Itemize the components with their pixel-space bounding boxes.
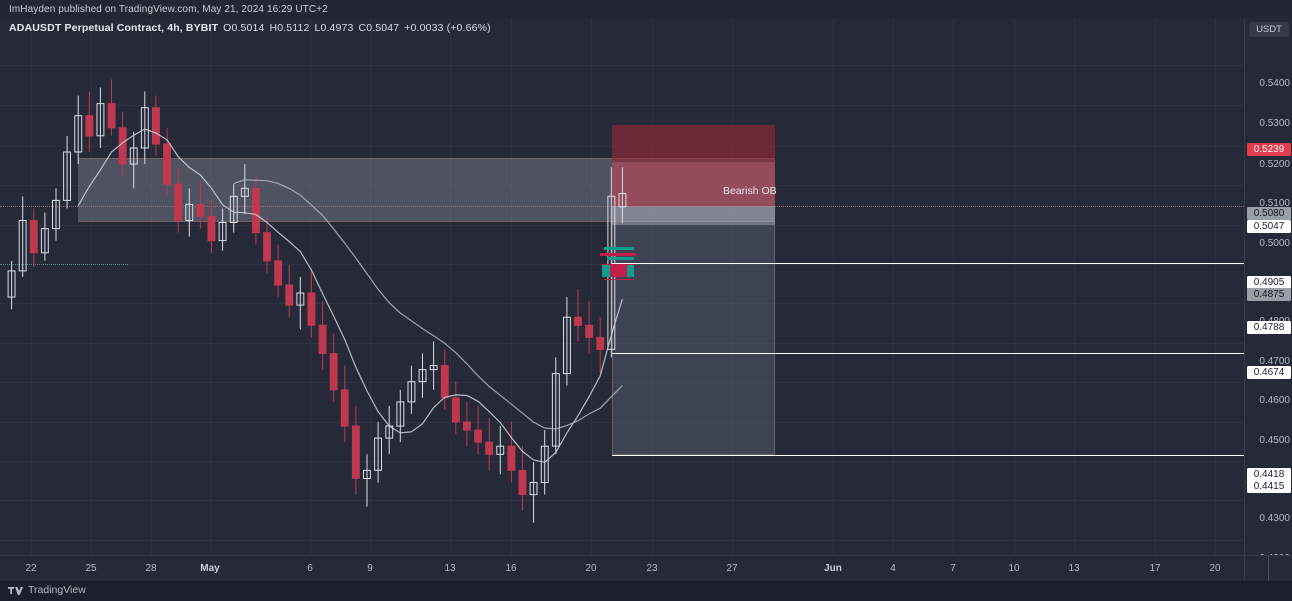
time-axis-tick: 9 <box>367 563 373 574</box>
time-axis-tick: 4 <box>890 563 896 574</box>
price-axis-badge[interactable]: 0.5080 <box>1247 207 1291 220</box>
gridline-horizontal <box>0 540 1244 541</box>
price-axis-badge[interactable]: 0.4905 <box>1247 276 1291 289</box>
gridline-vertical <box>210 19 211 555</box>
tradingview-mark-icon <box>8 585 24 596</box>
bearish-ob-upper-zone[interactable] <box>612 125 775 162</box>
legend-high: H0.5112 <box>269 22 310 34</box>
gridline-horizontal <box>0 105 1244 106</box>
time-axis-tick: 25 <box>85 563 97 574</box>
gridline-vertical <box>953 19 954 555</box>
time-axis-tick: 16 <box>505 563 517 574</box>
chart-pane[interactable]: Bearish OB ADAUSDT Perpetual Contract, 4… <box>0 19 1244 555</box>
price-axis-tick: 0.5200 <box>1259 159 1290 170</box>
gridline-vertical <box>732 19 733 555</box>
gridline-horizontal <box>0 382 1244 383</box>
time-axis-cursor <box>1268 556 1269 582</box>
gridline-vertical <box>511 19 512 555</box>
gridline-vertical <box>31 19 32 555</box>
time-axis-tick: 20 <box>585 563 597 574</box>
gridline-horizontal <box>0 303 1244 304</box>
time-axis-tick: 13 <box>1068 563 1080 574</box>
price-axis-tick: 0.4300 <box>1259 513 1290 524</box>
support-line-0-4674[interactable] <box>612 353 1244 355</box>
gridline-vertical <box>1074 19 1075 555</box>
legend-close: C0.5047 <box>358 22 400 34</box>
gridline-vertical <box>652 19 653 555</box>
gridline-horizontal <box>0 500 1244 501</box>
gridline-vertical <box>833 19 834 555</box>
time-axis-tick: 7 <box>950 563 956 574</box>
price-axis-badge[interactable]: 0.4418 <box>1247 468 1291 481</box>
bottom-strip <box>0 581 1292 601</box>
order-block-body[interactable] <box>612 206 775 455</box>
legend-change: +0.0033 (+0.66%) <box>404 22 491 34</box>
time-axis-tick: 22 <box>25 563 37 574</box>
candlestick-series <box>7 79 627 523</box>
bearish-ob-label: Bearish OB <box>723 185 777 197</box>
price-axis-tick: 0.5100 <box>1259 198 1290 209</box>
resistance-line-0-4905[interactable] <box>612 263 1244 265</box>
price-axis-tick: 0.5400 <box>1259 78 1290 89</box>
gridline-vertical <box>151 19 152 555</box>
legend-low: L0.4973 <box>314 22 354 34</box>
price-axis-badge[interactable]: 0.4788 <box>1247 321 1291 334</box>
tradingview-logo-text: TradingView <box>28 584 86 596</box>
time-axis-tick: 10 <box>1008 563 1020 574</box>
time-axis-tick: 27 <box>726 563 738 574</box>
price-axis-badge[interactable]: 0.4415 <box>1247 480 1291 493</box>
publisher-bar: ImHayden published on TradingView.com, M… <box>0 0 1292 19</box>
price-axis-tick: 0.4500 <box>1259 435 1290 446</box>
legend-open: O0.5014 <box>223 22 265 34</box>
trade-marker-label-box[interactable] <box>602 264 634 277</box>
trade-marker-line-lower[interactable] <box>604 279 634 280</box>
gridline-vertical <box>1215 19 1216 555</box>
time-axis[interactable]: 22 25 28 May 6 9 13 16 20 23 27 Jun 4 7 10 13 17 20 <box>0 555 1244 582</box>
time-axis-tick: 6 <box>307 563 313 574</box>
time-axis-tick: 20 <box>1209 563 1221 574</box>
trade-marker-label-box-2[interactable] <box>602 265 610 277</box>
price-axis[interactable]: USDT 0.5400 0.5300 0.5200 0.5100 0.5000 0.490… <box>1244 19 1292 581</box>
price-axis-badge[interactable]: 0.5239 <box>1247 143 1291 156</box>
trade-marker-entry[interactable] <box>604 247 634 250</box>
gridline-vertical <box>91 19 92 555</box>
gridline-vertical <box>591 19 592 555</box>
axis-corner[interactable] <box>1244 555 1292 582</box>
marker-dotted-line-left <box>0 264 128 265</box>
gridline-horizontal <box>0 461 1244 462</box>
gridline-horizontal <box>0 65 1244 66</box>
time-axis-tick: 13 <box>444 563 456 574</box>
time-axis-tick: 28 <box>145 563 157 574</box>
price-axis-badge[interactable]: 0.4674 <box>1247 366 1291 379</box>
gridline-vertical <box>370 19 371 555</box>
trade-marker-target[interactable] <box>607 257 634 260</box>
tradingview-logo[interactable]: TradingView <box>8 584 86 596</box>
gridline-vertical <box>450 19 451 555</box>
gridline-horizontal <box>0 422 1244 423</box>
time-axis-tick: 23 <box>646 563 658 574</box>
chart-legend[interactable]: ADAUSDT Perpetual Contract, 4h, BYBIT O0.… <box>9 22 491 34</box>
legend-symbol[interactable]: ADAUSDT Perpetual Contract, 4h, BYBIT <box>9 22 219 34</box>
support-line-0-4418[interactable] <box>612 455 1244 457</box>
price-axis-badge[interactable]: 0.5047 <box>1247 220 1291 233</box>
time-axis-tick: May <box>200 563 220 574</box>
gridline-horizontal <box>0 225 1244 226</box>
price-axis-badge[interactable]: 0.4875 <box>1247 288 1291 301</box>
price-axis-tick: 0.5000 <box>1259 238 1290 249</box>
bearish-ob-gray-zone[interactable] <box>612 206 775 225</box>
price-axis-unit: USDT <box>1249 22 1289 37</box>
price-axis-tick: 0.4700 <box>1259 356 1290 367</box>
gridline-vertical <box>1155 19 1156 555</box>
price-axis-tick: 0.4600 <box>1259 395 1290 406</box>
trade-marker-stop[interactable] <box>600 253 636 256</box>
time-axis-tick: Jun <box>824 563 842 574</box>
gridline-vertical <box>1014 19 1015 555</box>
time-axis-tick: 17 <box>1149 563 1161 574</box>
price-axis-tick: 0.5300 <box>1259 118 1290 129</box>
trade-marker-label-box-3[interactable] <box>627 265 634 277</box>
bearish-ob-mid-zone[interactable] <box>612 162 775 206</box>
gridline-vertical <box>310 19 311 555</box>
gridline-vertical <box>893 19 894 555</box>
gridline-horizontal <box>0 343 1244 344</box>
